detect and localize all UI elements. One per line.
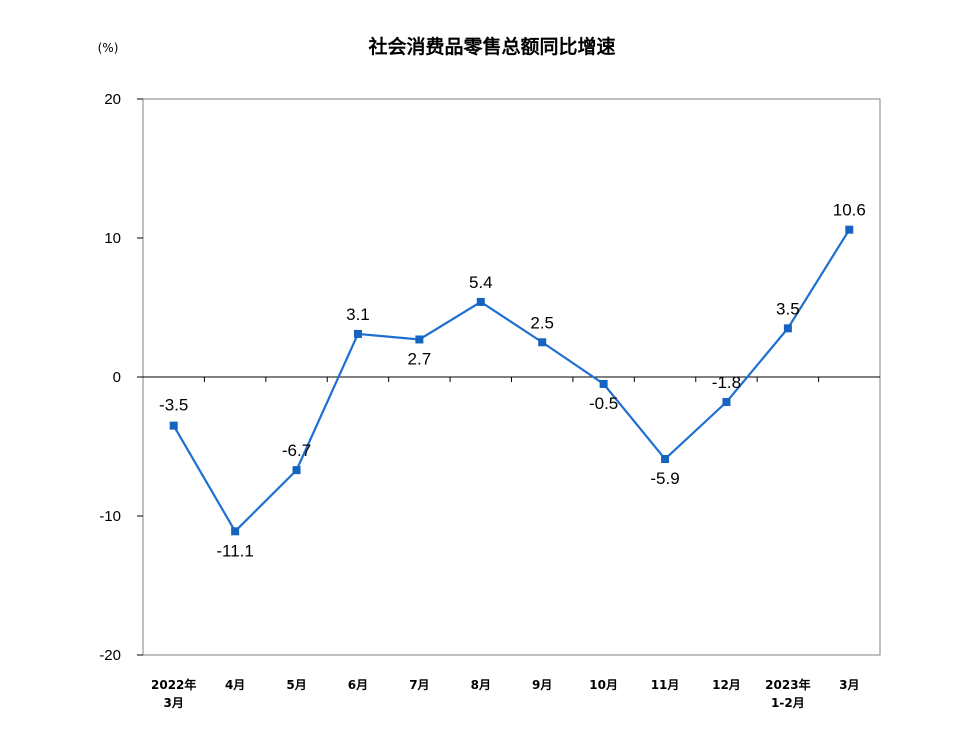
y-tick-label: 10 [104,230,121,247]
x-tick-label: 5月 [286,678,306,692]
data-point-marker [415,335,424,344]
data-point-marker [783,324,792,333]
x-tick-label: 2023年 1-2月 [765,677,810,710]
series-line [172,229,851,534]
data-label: -0.5 [589,394,618,413]
x-tick-label: 12月 [712,678,741,692]
data-label: 3.1 [346,305,370,324]
data-label: 2.5 [530,313,554,332]
x-tick-label: 10月 [589,678,618,692]
x-tick-label: 6月 [348,678,368,692]
data-label: -6.7 [282,441,311,460]
x-tick-label: 11月 [651,678,680,692]
data-label: -1.8 [712,373,741,392]
data-point-marker [231,527,240,536]
data-point-marker [169,421,178,430]
y-axis-unit: (%) [98,41,119,55]
chart-title: 社会消费品零售总额同比增速 [367,35,615,58]
data-label: -11.1 [216,541,254,560]
x-tick-label: 3月 [839,678,859,692]
data-label: 3.5 [776,299,800,318]
data-point-marker [722,398,731,407]
data-label: 5.4 [469,273,493,292]
x-tick-label: 8月 [471,678,491,692]
x-tick-label: 9月 [532,678,552,692]
data-point-marker [599,379,608,388]
data-point-marker [845,225,854,234]
x-tick-label: 4月 [225,678,245,692]
data-point-marker [661,455,670,464]
y-tick-label: 0 [113,369,121,386]
data-point-marker [353,329,362,338]
data-label: 2.7 [408,349,432,368]
x-tick-label: 7月 [409,678,429,692]
x-tick-label: 2022年 3月 [151,677,196,710]
data-point-marker [538,338,547,347]
data-label: -5.9 [650,469,679,488]
data-label: 10.6 [833,201,866,220]
y-tick-label: -10 [99,508,121,525]
data-point-marker [292,466,301,475]
data-point-marker [476,297,485,306]
y-tick-label: -20 [99,647,121,664]
data-label: -3.5 [159,396,188,415]
y-tick-label: 20 [104,91,121,108]
